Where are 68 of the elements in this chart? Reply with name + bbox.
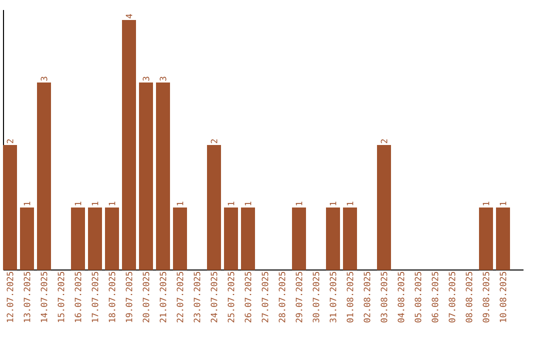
bar [207, 144, 222, 270]
bar [20, 207, 34, 270]
data-label: 4 [126, 14, 132, 18]
x-tick-label: 08.08.2025 [466, 272, 472, 322]
data-label: 1 [228, 202, 234, 206]
bar [326, 207, 340, 270]
x-tick-label: 12.07.2025 [6, 272, 14, 322]
bar [37, 82, 51, 270]
x-tick-label: 07.08.2025 [448, 272, 456, 322]
bar [156, 82, 170, 270]
x-tick-label: 02.08.2025 [364, 272, 370, 322]
data-label: 3 [142, 76, 150, 81]
x-tick-label: 04.08.2025 [398, 272, 404, 322]
data-label: 3 [160, 76, 166, 81]
bar [139, 82, 153, 270]
x-tick-label: 13.07.2025 [24, 272, 30, 322]
data-label: 3 [40, 76, 48, 81]
x-tick-label: 26.07.2025 [244, 272, 252, 322]
x-tick-label: 29.07.2025 [296, 272, 302, 322]
x-tick-label: 27.07.2025 [262, 272, 268, 322]
x-tick-label: 03.08.2025 [380, 272, 388, 322]
data-label: 1 [346, 202, 354, 206]
x-tick-label: 14.07.2025 [40, 272, 48, 322]
data-label: 1 [330, 202, 336, 206]
x-tick-label: 20.07.2025 [142, 272, 150, 322]
x-tick-label: 15.07.2025 [58, 272, 64, 322]
x-tick-label: 24.07.2025 [210, 272, 218, 322]
data-label: 1 [482, 202, 490, 206]
x-tick-label: 22.07.2025 [176, 272, 184, 322]
bar [3, 144, 17, 270]
data-label: 1 [176, 202, 184, 206]
x-tick-label: 06.08.2025 [432, 272, 438, 322]
bar [479, 207, 494, 270]
data-label: 1 [244, 202, 252, 206]
data-label: 2 [6, 139, 14, 144]
data-label: 1 [108, 202, 116, 206]
bar [173, 207, 188, 270]
data-label: 1 [24, 202, 30, 206]
bar [292, 207, 306, 270]
bar [224, 207, 238, 270]
x-tick-label: 21.07.2025 [160, 272, 166, 322]
x-tick-label: 17.07.2025 [92, 272, 98, 322]
bar [105, 207, 119, 270]
bar [377, 144, 392, 270]
data-label: 2 [210, 139, 218, 144]
x-tick-label: 01.08.2025 [346, 272, 354, 322]
x-tick-label: 30.07.2025 [312, 272, 320, 322]
data-label: 1 [92, 202, 98, 206]
x-tick-label: 31.07.2025 [330, 272, 336, 322]
bar [122, 20, 136, 270]
x-tick-label: 25.07.2025 [228, 272, 234, 322]
x-tick-label: 05.08.2025 [414, 272, 422, 322]
bar [496, 207, 510, 270]
x-tick-label: 18.07.2025 [108, 272, 116, 322]
x-tick-label: 23.07.2025 [194, 272, 200, 322]
bar [88, 207, 102, 270]
x-tick-label: 09.08.2025 [482, 272, 490, 322]
data-label: 1 [500, 202, 506, 206]
x-tick-label: 28.07.2025 [278, 272, 286, 322]
x-tick-label: 16.07.2025 [74, 272, 82, 322]
x-tick-label: 10.08.2025 [500, 272, 506, 322]
bar [71, 207, 85, 270]
x-tick-label: 19.07.2025 [126, 272, 132, 322]
bar [343, 207, 358, 270]
data-label: 1 [74, 202, 82, 206]
data-label: 1 [296, 202, 302, 206]
bar [241, 207, 256, 270]
data-label: 2 [380, 139, 388, 144]
